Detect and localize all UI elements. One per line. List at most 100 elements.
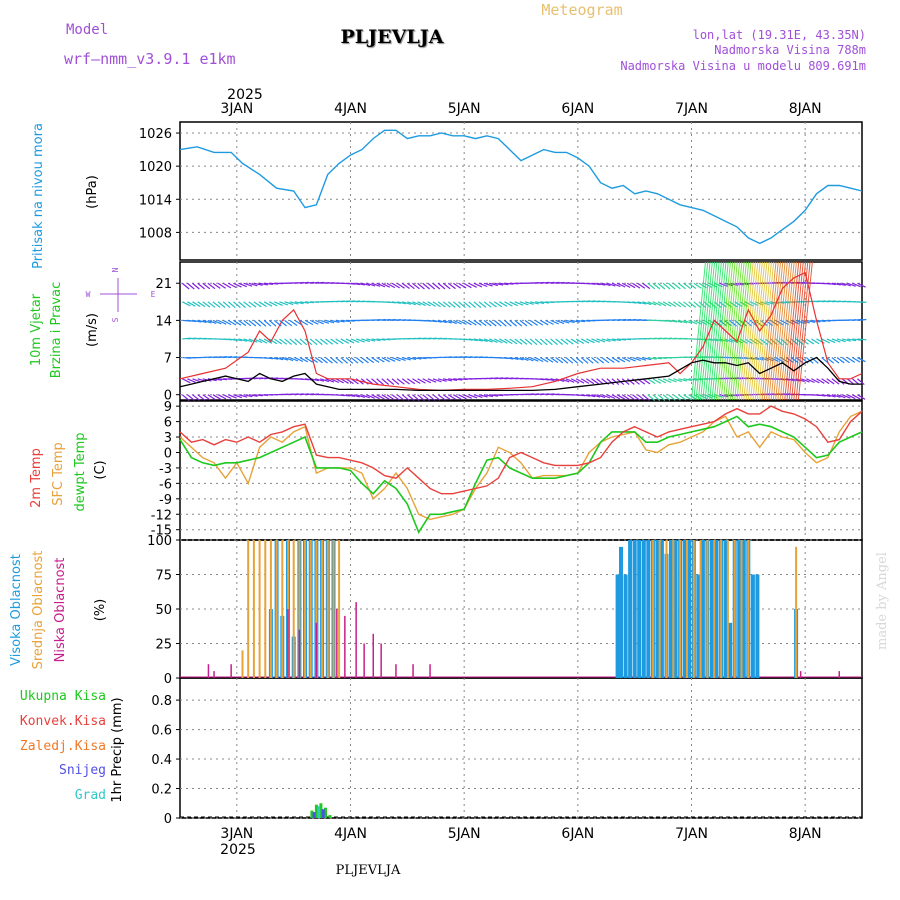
wind-barb (473, 282, 483, 288)
wind-barb (217, 319, 227, 325)
wind-streak (788, 261, 804, 401)
wind-barb (642, 394, 650, 401)
wind-barb (248, 338, 258, 343)
wind-barb (304, 357, 314, 363)
bar-cloud-mid (740, 540, 743, 678)
wind-barb (478, 301, 487, 308)
year-bottom: 2025 (220, 842, 256, 858)
wind-barb (534, 357, 544, 363)
wind-barb (391, 378, 400, 385)
wind-barb (483, 301, 492, 308)
wind-streak (743, 261, 759, 401)
wind-barb (509, 319, 517, 327)
bar-cloud-high (687, 540, 692, 678)
wind-barb (667, 378, 677, 383)
wind-barb (406, 282, 415, 290)
wind-barb (325, 338, 334, 345)
wind-barb (683, 282, 692, 290)
wind-barb (606, 338, 616, 342)
cloud-labels: Visoka Oblacnost Srednja Oblacnost Niska… (9, 551, 108, 670)
wind-barb (632, 301, 642, 305)
wind-barb (667, 394, 676, 401)
wind-barb (391, 282, 401, 289)
precip-ylabel5: Grad (75, 788, 106, 803)
wind-barb (335, 319, 345, 323)
y-tick-label-wind-3: 0 (164, 389, 172, 404)
wind-barb (264, 356, 274, 360)
wind-barb (811, 319, 821, 323)
wind-barb (759, 319, 768, 327)
wind-barb (575, 338, 585, 345)
wind-barb (253, 301, 262, 308)
wind-barb (453, 282, 462, 289)
wind-barb (309, 319, 319, 325)
wind-barb (396, 356, 406, 361)
wind-barb (478, 319, 487, 327)
wind-barb (846, 357, 856, 363)
wind-barb (504, 282, 514, 285)
wind-barb (263, 301, 273, 307)
wind-barb (499, 301, 508, 307)
x-tick-label-bottom-5: 8JAN (789, 826, 822, 842)
wind-barb (181, 282, 190, 290)
wind-barb (386, 378, 395, 385)
wind-barb (805, 338, 815, 345)
wind-barb (555, 338, 564, 345)
wind-barb (284, 356, 294, 362)
temp-labels: 2m Temp SFC Temp dewpt Temp (C) (29, 432, 108, 511)
wind-barb (509, 356, 519, 360)
bar-cloud-mid (258, 540, 261, 678)
wind-streak (770, 261, 786, 401)
wind-barb (227, 319, 237, 326)
wind-barb (494, 282, 504, 286)
wind-barb (678, 301, 687, 308)
bar-cloud-high (632, 540, 637, 678)
wind-barb (540, 301, 550, 304)
wind-barb (550, 357, 559, 364)
wind-barb (662, 378, 672, 384)
wind-barb (279, 319, 287, 327)
wind-barb (570, 357, 579, 364)
wind-barb (248, 282, 258, 287)
wind-barb (473, 394, 483, 398)
wind-barb (238, 319, 247, 327)
bar-cloud-high (646, 540, 651, 678)
wind-barb (852, 357, 861, 363)
bar-cloud-low (298, 629, 301, 678)
wind-barb (217, 282, 226, 289)
precip-ylabel3: Zaledj.Kisa (20, 739, 106, 754)
temp-ylabel2: SFC Temp (51, 442, 66, 506)
wind-barb (811, 338, 820, 345)
wind-barb (371, 394, 380, 400)
wind-barb (468, 319, 477, 326)
wind-barb (637, 301, 647, 305)
bar-cloud-mid (292, 540, 295, 678)
wind-barb (601, 357, 610, 364)
x-tick-label-top-4: 7JAN (675, 101, 708, 117)
bar-cloud-mid (726, 540, 729, 678)
wind-barb (647, 301, 657, 306)
wind-barb (688, 282, 697, 289)
wind-barb (335, 357, 343, 364)
bar-cloud-high (723, 540, 728, 678)
wind-barb (207, 394, 216, 401)
wind-barb (826, 378, 835, 385)
wind-barb (289, 319, 298, 326)
wind-barb (350, 282, 361, 286)
bar-cloud-low (363, 643, 365, 678)
wind-barb (540, 319, 549, 326)
wind-barb (616, 357, 626, 363)
wind-barb (437, 378, 447, 382)
bar-cloud-low (213, 671, 215, 678)
wind-barb (621, 357, 631, 363)
wind-barb (591, 394, 601, 398)
wind-ylabel: 10m Vjetar (29, 293, 44, 366)
wind-barb (233, 282, 242, 288)
wind-barb (744, 319, 753, 327)
wind-barb (432, 319, 442, 323)
wind-barb (611, 357, 620, 363)
bar-cloud-mid (326, 540, 329, 678)
precip-labels: Ukupna Kisa Konvek.Kisa Zaledj.Kisa Snij… (20, 689, 125, 803)
wind-barb (540, 357, 549, 363)
wind-barb (744, 338, 753, 345)
